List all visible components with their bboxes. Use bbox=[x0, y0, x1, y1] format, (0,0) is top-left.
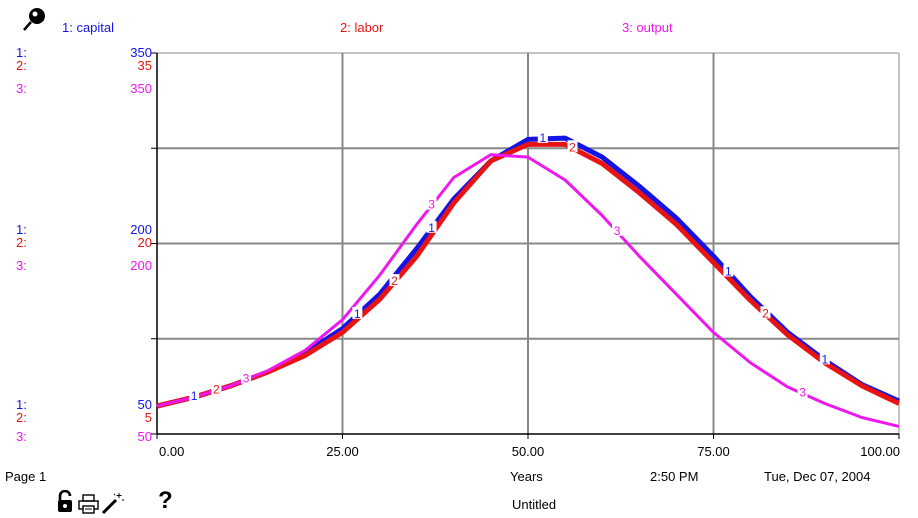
lock-icon[interactable] bbox=[56, 489, 76, 514]
x-tick-labels: 0.00 25.00 50.00 75.00 100.00 bbox=[159, 444, 900, 459]
series-marker-bg bbox=[211, 382, 222, 395]
scale-mid-val-2: 20 bbox=[137, 235, 152, 250]
series-marker-1: 1 bbox=[428, 221, 435, 235]
x-tick-label: 75.00 bbox=[697, 444, 730, 459]
x-tick-label: 25.00 bbox=[326, 444, 359, 459]
series-marker-2: 2 bbox=[569, 140, 576, 154]
scale-top-val-1: 350 bbox=[130, 45, 152, 60]
series-marker-2: 2 bbox=[391, 274, 398, 288]
series-marker-bg bbox=[567, 140, 578, 153]
series-marker-1: 1 bbox=[539, 131, 546, 145]
page-label: Page 1 bbox=[5, 469, 47, 484]
scale-mid-idx-3: 3: bbox=[16, 258, 27, 273]
series-marker-2: 2 bbox=[213, 382, 220, 396]
series-marker-bg bbox=[241, 371, 252, 384]
x-tick-label: 0.00 bbox=[159, 444, 184, 459]
scale-mid-val-1: 200 bbox=[130, 222, 152, 237]
x-axis-label: Years bbox=[510, 469, 543, 484]
series-marker-bg bbox=[797, 385, 808, 398]
magic-wand-icon[interactable] bbox=[101, 491, 125, 515]
help-icon[interactable]: ? bbox=[158, 487, 173, 514]
scale-bot-val-3: 50 bbox=[137, 429, 152, 444]
series-marker-1: 1 bbox=[354, 307, 361, 321]
scale-bot-idx-3: 3: bbox=[16, 429, 27, 444]
scale-top-idx-1: 1: bbox=[16, 45, 27, 60]
scale-top-val-3: 350 bbox=[130, 81, 152, 96]
series-marker-1: 1 bbox=[821, 352, 828, 366]
series-marker-bg bbox=[819, 352, 830, 365]
series-line-3 bbox=[156, 153, 900, 428]
scale-top-idx-3: 3: bbox=[16, 81, 27, 96]
time-label: 2:50 PM bbox=[650, 469, 699, 484]
scale-bot-val-1: 50 bbox=[137, 397, 152, 412]
series-marker-bg bbox=[760, 306, 771, 319]
series-marker-bg bbox=[723, 264, 734, 277]
scale-bot-val-2: 5 bbox=[144, 410, 152, 425]
print-icon[interactable] bbox=[78, 494, 100, 514]
series-marker-1: 1 bbox=[725, 264, 732, 278]
series-markers: 1 1 1 1 1 1 2 2 2 2 3 3 3 3 bbox=[189, 130, 830, 403]
series-line-2 bbox=[156, 141, 901, 409]
series-marker-3: 3 bbox=[243, 372, 250, 386]
series-marker-bg bbox=[537, 130, 548, 143]
series-marker-3: 3 bbox=[614, 224, 621, 238]
legend-labor: 2: labor bbox=[340, 20, 384, 35]
date-label: Tue, Dec 07, 2004 bbox=[764, 469, 871, 484]
series-lines bbox=[156, 135, 901, 428]
scale-top-idx-2: 2: bbox=[16, 58, 27, 73]
scale-mid-idx-2: 2: bbox=[16, 235, 27, 250]
series-marker-bg bbox=[389, 274, 400, 287]
series-marker-1: 1 bbox=[191, 389, 198, 403]
scale-mid-idx-1: 1: bbox=[16, 222, 27, 237]
legend-output: 3: output bbox=[622, 20, 673, 35]
series-marker-bg bbox=[189, 389, 200, 402]
series-marker-bg bbox=[352, 306, 363, 319]
series-marker-3: 3 bbox=[799, 386, 806, 400]
series-marker-3: 3 bbox=[428, 198, 435, 212]
legend-capital: 1: capital bbox=[62, 20, 115, 35]
scale-bot-idx-2: 2: bbox=[16, 410, 27, 425]
pushpin-icon[interactable] bbox=[22, 6, 48, 32]
scale-bot-idx-1: 1: bbox=[16, 397, 27, 412]
grid bbox=[151, 52, 900, 439]
series-marker-bg bbox=[426, 197, 437, 210]
series-marker-bg bbox=[612, 223, 623, 236]
x-tick-label: 50.00 bbox=[512, 444, 545, 459]
series-marker-bg bbox=[426, 220, 437, 233]
scale-mid-val-3: 200 bbox=[130, 258, 152, 273]
scale-top-val-2: 35 bbox=[137, 58, 152, 73]
x-tick-label: 100.00 bbox=[860, 444, 900, 459]
document-name: Untitled bbox=[512, 497, 557, 512]
series-marker-2: 2 bbox=[762, 306, 769, 320]
